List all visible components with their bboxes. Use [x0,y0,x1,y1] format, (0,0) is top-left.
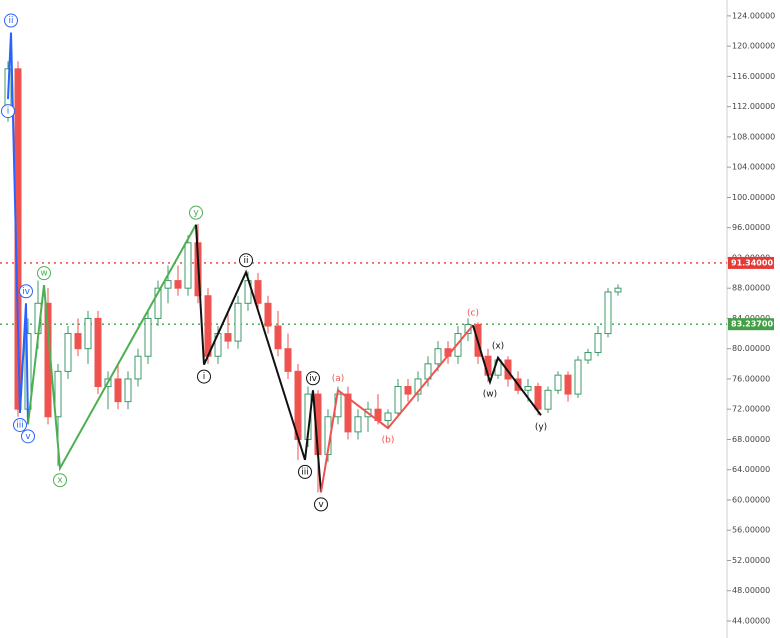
level-label: 91.34000 [731,258,773,267]
y-tick-label: 60.00000 [732,495,770,504]
y-tick-label: 88.00000 [732,284,770,293]
candle-body [94,317,102,388]
wave-label: iv [22,287,31,297]
candle-body [64,333,72,372]
candle-body [404,386,412,395]
wave-label: ii [243,256,248,266]
candle-body [174,280,182,289]
wave-label-circle [298,464,312,479]
candle-body [574,359,582,395]
wave-label-circle [306,371,320,386]
y-tick-label: 72.00000 [732,405,770,414]
candle-body [614,287,622,293]
wave-label: i [7,107,10,117]
candle-body [224,333,232,342]
candle-body [114,378,122,403]
y-tick-label: 68.00000 [732,435,770,444]
wave-label: x [57,476,63,486]
wave-label: w [40,269,47,279]
candle-body [164,280,172,289]
level-label: 83.23700 [731,320,773,329]
candle-body [54,370,62,418]
candle-body [594,333,602,353]
candle-body [254,280,262,304]
wave-label-circle [239,253,253,268]
candle-body [344,393,352,433]
wave-label-circle [13,417,27,432]
candle-body [564,374,572,395]
y-tick-label: 100.00000 [732,193,775,202]
wave-label-circle [1,104,15,119]
wave-label: (y) [535,423,547,433]
wave-label: ii [8,16,13,26]
candle-body [234,302,242,342]
wave-label: i [203,372,206,382]
y-tick-label: 48.00000 [732,586,770,595]
y-tick-label: 44.00000 [732,616,770,625]
wave-line [195,224,322,493]
candle-body [554,374,562,391]
candle-body [384,412,392,422]
candle-body [434,348,442,365]
candle-body [534,386,542,410]
candle-body [274,325,282,350]
candle-body [124,378,132,403]
candle-body [544,389,552,410]
y-tick-label: 108.00000 [732,132,775,141]
wave-label: iii [16,420,24,430]
y-tick-label: 56.00000 [732,526,770,535]
y-tick-label: 76.00000 [732,374,770,383]
y-tick-label: 116.00000 [732,72,775,81]
wave-line [320,324,474,493]
level-badge [728,318,774,331]
candle-body [184,242,192,289]
wave-label: iv [309,374,318,384]
wave-label-circle [53,473,67,488]
candle-body [284,348,292,372]
candle-body [584,351,592,361]
y-tick-label: 120.00000 [732,42,775,51]
wave-line [7,32,29,425]
wave-label: v [25,432,31,442]
y-tick-label: 80.00000 [732,344,770,353]
candle-body [74,333,82,350]
candle-body [134,355,142,380]
candle-body [394,386,402,414]
y-tick-label: 124.00000 [732,11,775,20]
candle-body [264,302,272,327]
y-tick-label: 112.00000 [732,102,775,111]
candle-body [414,378,422,395]
candle-body [204,295,212,357]
wave-label-circle [21,429,35,444]
wave-label: (x) [492,341,504,351]
wave-label: y [193,208,199,218]
wave-label: v [318,500,324,510]
level-badge [728,256,774,269]
wave-label-circle [314,497,328,512]
y-tick-label: 96.00000 [732,223,770,232]
wave-label-circle [37,266,51,281]
wave-line [27,224,197,472]
wave-label-circle [197,369,211,384]
candle-body [524,386,532,391]
wave-label: (a) [332,374,345,384]
candle-body [604,291,612,335]
candle-body [154,287,162,319]
wave-label-circle [19,284,33,299]
y-tick-label: 52.00000 [732,556,770,565]
y-tick-label: 64.00000 [732,465,770,474]
y-tick-label: 104.00000 [732,163,775,172]
wave-label-circle [189,205,203,220]
wave-label: (w) [483,389,497,399]
candle-body [354,416,362,433]
wave-label-circle [4,13,18,28]
candle-body [84,317,92,350]
wave-label: (b) [382,436,395,446]
wave-label: iii [301,467,309,477]
wave-line [472,324,542,416]
candle-body [144,317,152,357]
wave-label: (c) [467,309,479,319]
